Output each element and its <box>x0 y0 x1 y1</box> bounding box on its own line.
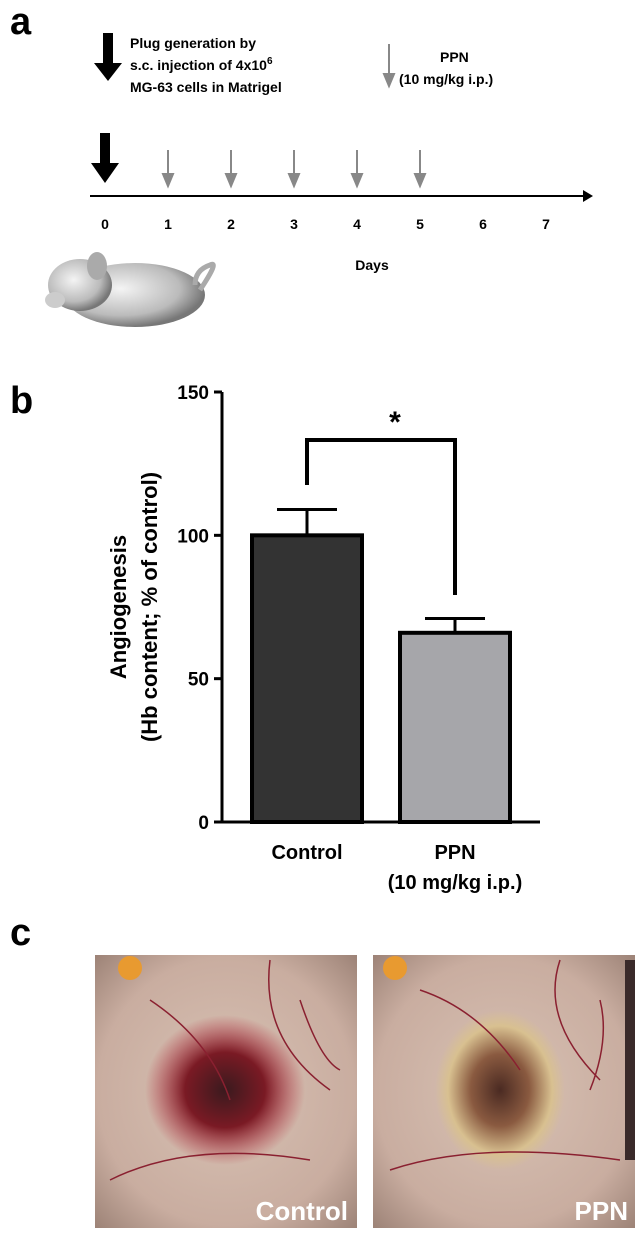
timeline-arrowhead <box>583 190 593 202</box>
injection-arrow <box>287 150 301 189</box>
day-label: 0 <box>101 216 109 232</box>
photo <box>95 955 357 1228</box>
day-label: 6 <box>479 216 487 232</box>
injection-arrow <box>413 150 427 189</box>
y-tick-label: 100 <box>177 526 209 547</box>
legend-text: PPN <box>440 49 469 65</box>
y-axis-label: Angiogenesis <box>106 535 131 679</box>
day-label: 4 <box>353 216 361 232</box>
y-tick-label: 150 <box>177 383 209 404</box>
legend-text: s.c. injection of 4x106 <box>130 56 273 73</box>
x-tick-note: (10 mg/kg i.p.) <box>388 872 522 894</box>
bar <box>250 533 364 824</box>
plug-arrow <box>91 133 119 183</box>
legend-arrow <box>94 33 122 81</box>
y-tick-label: 0 <box>198 813 209 834</box>
significance-bracket <box>305 438 457 595</box>
x-tick-label: Control <box>271 842 342 864</box>
x-tick-label: PPN <box>434 842 475 864</box>
x-axis-label: Days <box>355 257 389 273</box>
day-label: 5 <box>416 216 424 232</box>
photo-caption: Control <box>256 1196 348 1226</box>
y-tick-label: 50 <box>188 670 209 691</box>
day-label: 1 <box>164 216 172 232</box>
panel-label: c <box>10 912 31 954</box>
mouse-illustration <box>45 252 216 327</box>
legend-text: MG-63 cells in Matrigel <box>130 79 282 95</box>
injection-arrow <box>350 150 364 189</box>
injection-arrow <box>224 150 238 189</box>
panel-label: b <box>10 380 33 422</box>
injection-arrow <box>161 150 175 189</box>
photo <box>373 955 635 1228</box>
panel-label: a <box>10 1 32 43</box>
legend-text: Plug generation by <box>130 35 256 51</box>
photo-caption: PPN <box>575 1196 628 1226</box>
error-bar <box>277 508 337 536</box>
day-label: 3 <box>290 216 298 232</box>
significance-marker: * <box>389 406 401 439</box>
legend-text: (10 mg/kg i.p.) <box>399 71 493 87</box>
day-label: 2 <box>227 216 235 232</box>
bar <box>398 630 512 824</box>
y-axis-label: (Hb content; % of control) <box>137 472 162 742</box>
error-bar <box>425 616 485 633</box>
day-label: 7 <box>542 216 550 232</box>
legend-arrow <box>382 44 396 89</box>
